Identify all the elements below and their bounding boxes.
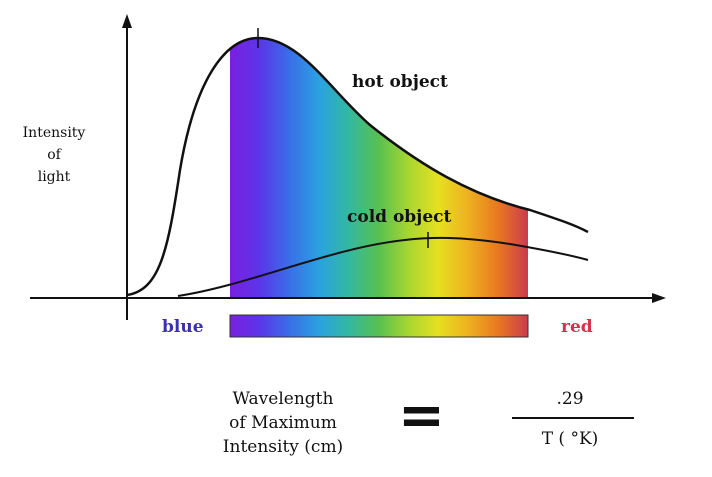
formula-denominator: T ( °K) <box>541 429 599 449</box>
y-axis-arrow-icon <box>122 14 132 28</box>
spectrum-fill-under-curve <box>230 38 528 298</box>
cold-object-label: cold object <box>347 207 452 227</box>
hot-object-curve <box>126 36 589 297</box>
y-axis-label-line-1: Intensity <box>22 125 86 141</box>
cold-object-curve <box>177 236 589 297</box>
formula-numerator: .29 <box>556 389 584 409</box>
formula-line-1: Wavelength <box>232 389 334 409</box>
red-end-label: red <box>561 317 593 337</box>
equals-sign: = <box>398 383 445 448</box>
formula-line-2: of Maximum <box>229 413 337 433</box>
blue-end-label: blue <box>162 317 204 337</box>
y-axis-label-line-2: of <box>47 147 61 163</box>
hot-object-label: hot object <box>352 72 448 92</box>
formula-left-side: Wavelength of Maximum Intensity (cm) <box>198 387 368 459</box>
formula-line-3: Intensity (cm) <box>222 437 344 457</box>
spectrum-bar <box>229 314 529 338</box>
y-axis-label-line-3: light <box>37 169 71 185</box>
y-axis-label: Intensity of light <box>8 122 100 188</box>
fraction-bar <box>512 417 634 419</box>
x-axis-arrow-icon <box>652 293 666 303</box>
